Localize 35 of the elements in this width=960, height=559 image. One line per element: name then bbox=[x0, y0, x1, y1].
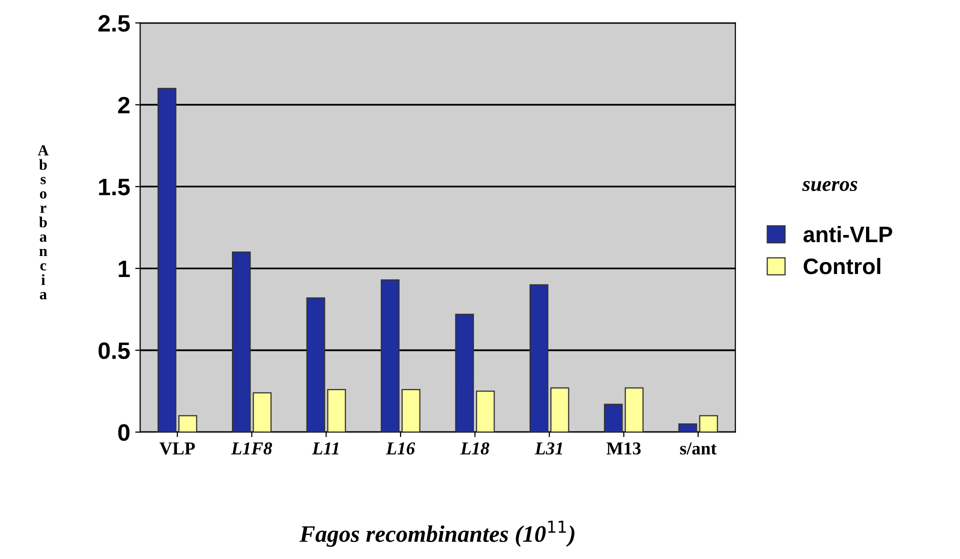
y-tick-label: 1.5 bbox=[99, 178, 130, 196]
x-tick-label: M13 bbox=[606, 442, 641, 455]
bar bbox=[550, 387, 570, 432]
bar bbox=[178, 415, 198, 432]
x-tick-label: s/ant bbox=[680, 442, 717, 455]
x-tick-label: L18 bbox=[460, 442, 490, 455]
bar bbox=[530, 284, 548, 432]
bar bbox=[327, 388, 346, 432]
bar bbox=[252, 392, 272, 432]
y-tick-label: 0.5 bbox=[98, 342, 130, 360]
x-tick-label: VLP bbox=[160, 442, 195, 455]
y-tick-label: 1 bbox=[118, 260, 130, 277]
bar bbox=[604, 404, 623, 432]
y-tick-label: 0 bbox=[118, 424, 130, 441]
legend-label: anti-VLP bbox=[803, 226, 892, 242]
bar bbox=[306, 297, 326, 432]
bar bbox=[476, 390, 495, 432]
y-tick-label: 2 bbox=[118, 96, 130, 114]
x-tick-label: L16 bbox=[386, 442, 416, 455]
bar bbox=[699, 415, 718, 432]
bar bbox=[624, 387, 644, 432]
x-tick-label: L31 bbox=[534, 442, 562, 455]
legend-label: Control bbox=[804, 258, 880, 274]
bar bbox=[380, 279, 400, 432]
bar bbox=[455, 314, 474, 432]
bar bbox=[678, 423, 698, 432]
x-tick-label: L1F8 bbox=[231, 442, 272, 455]
y-tick-label: 2.5 bbox=[98, 14, 130, 32]
x-tick-label: L11 bbox=[312, 442, 338, 454]
bar bbox=[158, 88, 176, 432]
x-axis-title: Fagos recombinantes (10$^{11}$) bbox=[299, 520, 574, 547]
bar bbox=[402, 388, 420, 432]
bar bbox=[232, 252, 251, 432]
text: Absorbancia bbox=[38, 145, 49, 300]
legend-title: sueros bbox=[802, 181, 858, 192]
